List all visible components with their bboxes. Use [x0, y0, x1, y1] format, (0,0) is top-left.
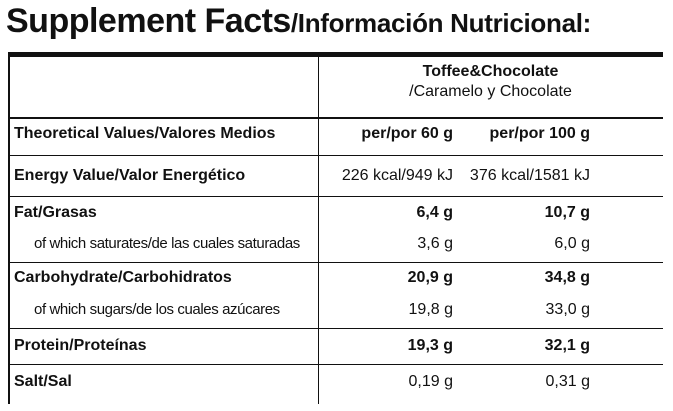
column-header-label: Theoretical Values/Valores Medios	[14, 125, 276, 142]
divider	[10, 117, 663, 119]
column-header-per-100: per/por 100 g	[489, 125, 590, 142]
facts-table	[8, 52, 663, 404]
product-name: Toffee&Chocolate	[422, 63, 559, 80]
salt-per-100: 0,31 g	[545, 373, 590, 390]
row-label-protein: Protein/Proteínas	[14, 337, 147, 354]
column-header-per-portion: per/por 60 g	[361, 125, 453, 142]
title-main: Supplement Facts	[6, 2, 291, 40]
column-divider	[318, 57, 319, 404]
sugars-per-100: 33,0 g	[545, 301, 590, 318]
product-name-block: Toffee&Chocolate /Caramelo y Chocolate	[318, 62, 663, 102]
saturates-per-portion: 3,6 g	[417, 235, 453, 252]
fat-per-100: 10,7 g	[544, 204, 590, 221]
title-sub: /Información Nutricional:	[290, 8, 592, 38]
divider	[10, 196, 663, 197]
protein-per-portion: 19,3 g	[407, 337, 453, 354]
salt-per-portion: 0,19 g	[408, 373, 453, 390]
divider	[10, 328, 663, 329]
divider	[10, 155, 663, 156]
divider	[10, 364, 663, 365]
sugars-per-portion: 19,8 g	[408, 301, 453, 318]
fat-per-portion: 6,4 g	[416, 204, 453, 221]
carbohydrate-per-portion: 20,9 g	[407, 269, 453, 286]
row-label-carbohydrate: Carbohydrate/Carbohidratos	[14, 269, 232, 286]
row-label-salt: Salt/Sal	[14, 373, 72, 390]
carbohydrate-per-100: 34,8 g	[544, 269, 590, 286]
saturates-per-100: 6,0 g	[554, 235, 590, 252]
page-title: Supplement Facts/Información Nutricional…	[6, 2, 591, 41]
row-label-fat: Fat/Grasas	[14, 204, 97, 221]
row-label-saturates: of which saturates/de las cuales saturad…	[34, 235, 300, 252]
energy-per-portion: 226 kcal/949 kJ	[341, 167, 453, 184]
energy-per-100: 376 kcal/1581 kJ	[469, 167, 590, 184]
product-name-translated: /Caramelo y Chocolate	[409, 83, 572, 100]
divider	[10, 262, 663, 263]
row-label-sugars: of which sugars/de los cuales azúcares	[34, 301, 280, 318]
protein-per-100: 32,1 g	[544, 337, 590, 354]
row-label-energy: Energy Value/Valor Energético	[14, 167, 246, 184]
